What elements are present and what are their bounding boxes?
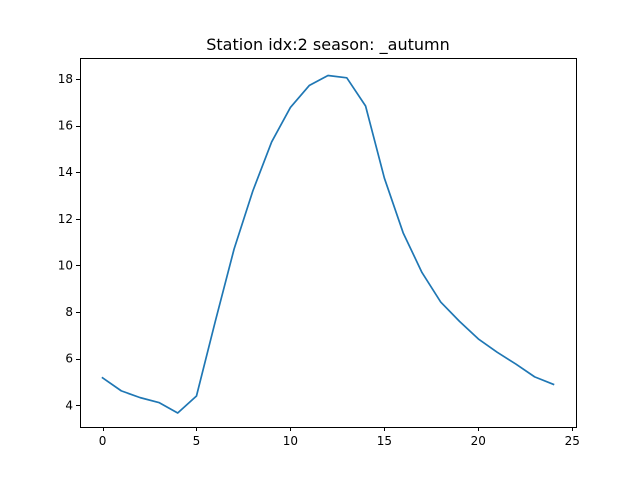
y-tick-label: 16 [58, 119, 73, 133]
y-tick-label: 12 [58, 212, 73, 226]
x-tick-label: 0 [99, 434, 107, 448]
y-tick-label: 8 [65, 305, 73, 319]
x-tick-label: 25 [565, 434, 580, 448]
y-tick-label: 14 [58, 165, 73, 179]
chart-title: Station idx:2 season: _autumn [206, 35, 450, 55]
x-axis: 0 5 10 15 20 25 [99, 427, 580, 448]
y-tick-label: 18 [58, 72, 73, 86]
y-axis: 4 6 8 10 12 14 16 18 [58, 72, 80, 412]
y-tick-label: 6 [65, 352, 73, 366]
series-layer [101, 74, 555, 414]
x-tick-label: 20 [471, 434, 486, 448]
plot-area-frame [80, 58, 577, 428]
series-line [101, 74, 555, 414]
x-tick-label: 5 [193, 434, 201, 448]
y-tick-label: 4 [65, 398, 73, 412]
x-tick-label: 10 [283, 434, 298, 448]
x-tick-label: 15 [377, 434, 392, 448]
y-tick-label: 10 [58, 258, 73, 272]
